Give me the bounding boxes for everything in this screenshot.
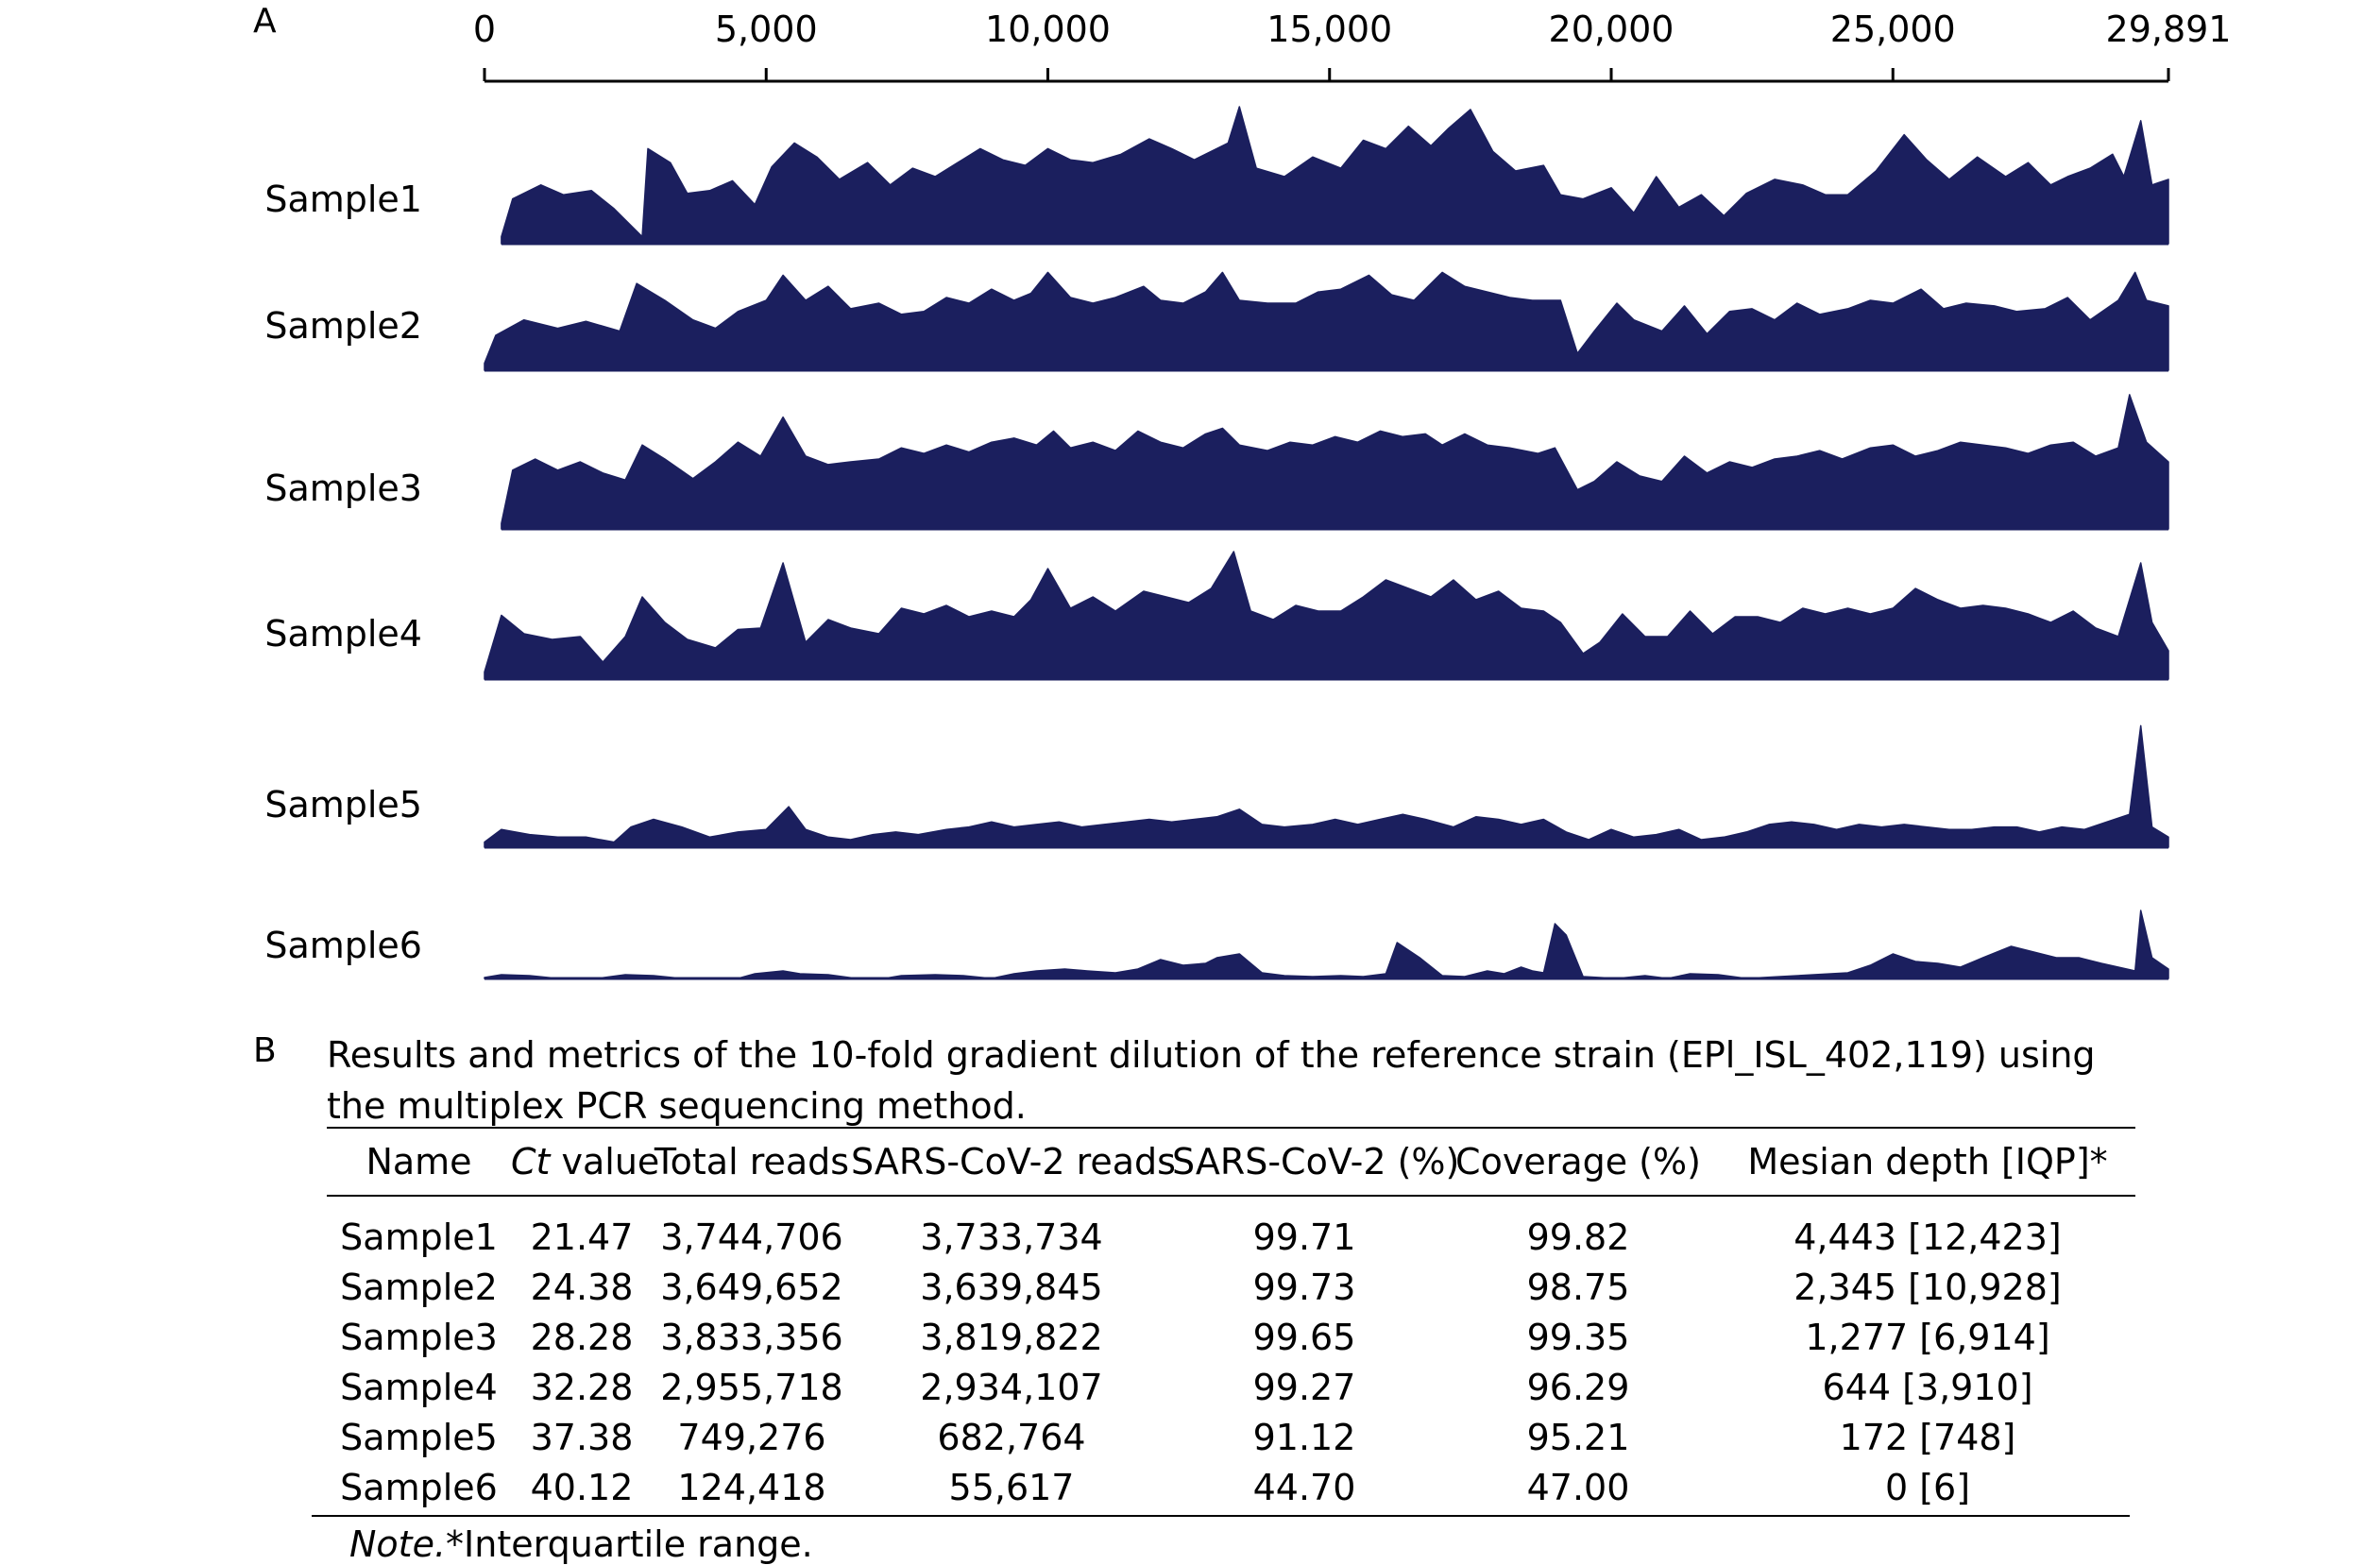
table-row: Sample2 24.38 3,649,652 3,639,845 99.73 …: [327, 1262, 2135, 1312]
header-total-reads: Total reads: [654, 1141, 850, 1182]
header-sars-reads: SARS-CoV-2 reads: [851, 1141, 1176, 1182]
header-name: Name: [366, 1141, 472, 1182]
panel-b-label: B: [253, 1031, 277, 1070]
cell-sars-percent: 99.71: [1252, 1216, 1356, 1258]
cell-name: Sample1: [340, 1216, 498, 1258]
cell-coverage: 95.21: [1526, 1416, 1630, 1458]
x-tick-label: 0: [473, 9, 496, 50]
cell-total: 2,955,718: [660, 1366, 843, 1408]
cell-coverage: 96.29: [1526, 1366, 1630, 1408]
cell-total: 3,833,356: [660, 1316, 843, 1358]
table-header-row: Name Ct value Total reads SARS-CoV-2 rea…: [327, 1128, 2135, 1196]
coverage-area: [484, 271, 2169, 371]
results-table: Name Ct value Total reads SARS-CoV-2 rea…: [327, 1127, 2135, 1525]
coverage-area: [501, 106, 2169, 245]
track-sample2: Sample2: [264, 271, 2169, 372]
coverage-area: [501, 394, 2169, 530]
cell-name: Sample4: [340, 1366, 498, 1408]
cell-depth: 644 [3,910]: [1822, 1366, 2033, 1408]
cell-coverage: 99.82: [1526, 1216, 1630, 1258]
note-text: *Interquartile range.: [446, 1523, 813, 1565]
coverage-chart: 0 5,000 10,000 15,000 20,000 25,000 29,891 Sam…: [264, 9, 2232, 980]
cell-ct: 40.12: [530, 1466, 634, 1508]
track-sample1: Sample1: [264, 106, 2169, 246]
cell-total: 3,649,652: [660, 1266, 843, 1308]
cell-total: 749,276: [677, 1416, 826, 1458]
cell-sars-percent: 99.27: [1252, 1366, 1356, 1408]
table-row: Sample6 40.12 124,418 55,617 44.70 47.00…: [327, 1462, 2135, 1525]
cell-total: 124,418: [677, 1466, 826, 1508]
cell-sars-reads: 3,639,845: [920, 1266, 1103, 1308]
table-row: Sample4 32.28 2,955,718 2,934,107 99.27 …: [327, 1362, 2135, 1412]
cell-sars-reads: 2,934,107: [920, 1366, 1103, 1408]
header-ct-rest: value: [550, 1141, 660, 1182]
x-tick-label: 20,000: [1549, 9, 1674, 50]
cell-sars-percent: 99.73: [1252, 1266, 1356, 1308]
table-row: Sample3 28.28 3,833,356 3,819,822 99.65 …: [327, 1312, 2135, 1362]
series-label: Sample2: [264, 305, 422, 347]
x-axis: 0 5,000 10,000 15,000 20,000 25,000 29,891: [473, 9, 2232, 83]
header-ct-italic: Ct: [511, 1141, 551, 1182]
coverage-area: [484, 910, 2169, 979]
cell-depth: 4,443 [12,423]: [1794, 1216, 2062, 1258]
cell-sars-reads: 3,733,734: [920, 1216, 1103, 1258]
x-tick-label: 25,000: [1830, 9, 1956, 50]
cell-depth: 172 [748]: [1839, 1416, 2016, 1458]
cell-ct: 37.38: [530, 1416, 634, 1458]
header-ct-value: Ct value: [511, 1128, 659, 1196]
cell-sars-reads: 3,819,822: [920, 1316, 1103, 1358]
header-sars-percent: SARS-CoV-2 (%): [1172, 1141, 1460, 1182]
cell-sars-reads: 55,617: [948, 1466, 1075, 1508]
cell-coverage: 99.35: [1526, 1316, 1630, 1358]
cell-sars-percent: 99.65: [1252, 1316, 1356, 1358]
series-label: Sample3: [264, 468, 422, 509]
cell-ct: 21.47: [530, 1216, 634, 1258]
cell-name: Sample2: [340, 1266, 498, 1308]
header-coverage: Coverage (%): [1455, 1141, 1701, 1182]
cell-name: Sample3: [340, 1316, 498, 1358]
cell-coverage: 47.00: [1526, 1466, 1630, 1508]
cell-total: 3,744,706: [660, 1216, 843, 1258]
series-label: Sample4: [264, 613, 422, 655]
coverage-tracks: Sample1 Sample2 Sample3 Sample4 Sample5 Sampl…: [264, 106, 2169, 980]
table-bottom-rule: [312, 1515, 2130, 1517]
cell-ct: 32.28: [530, 1366, 634, 1408]
cell-depth: 2,345 [10,928]: [1794, 1266, 2062, 1308]
track-sample6: Sample6: [264, 910, 2169, 980]
table-caption: Results and metrics of the 10-fold gradi…: [327, 1034, 2096, 1127]
track-sample3: Sample3: [264, 394, 2169, 531]
panel-a-label: A: [253, 2, 277, 41]
x-tick-label: 15,000: [1266, 9, 1392, 50]
note-label: Note.: [349, 1523, 447, 1565]
coverage-area: [484, 724, 2169, 848]
cell-sars-percent: 91.12: [1252, 1416, 1356, 1458]
x-tick-label: 29,891: [2106, 9, 2232, 50]
x-tick-label: 10,000: [985, 9, 1111, 50]
cell-sars-percent: 44.70: [1252, 1466, 1356, 1508]
cell-coverage: 98.75: [1526, 1266, 1630, 1308]
cell-depth: 0 [6]: [1884, 1466, 1971, 1508]
cell-depth: 1,277 [6,914]: [1805, 1316, 2050, 1358]
cell-name: Sample6: [340, 1466, 498, 1508]
cell-ct: 28.28: [530, 1316, 634, 1358]
table-row: Sample1 21.47 3,744,706 3,733,734 99.71 …: [327, 1196, 2135, 1262]
cell-name: Sample5: [340, 1416, 498, 1458]
cell-sars-reads: 682,764: [937, 1416, 1086, 1458]
table-note: Note.*Interquartile range.: [349, 1523, 813, 1565]
cell-ct: 24.38: [530, 1266, 634, 1308]
series-label: Sample1: [264, 179, 422, 220]
table-row: Sample5 37.38 749,276 682,764 91.12 95.2…: [327, 1412, 2135, 1462]
track-sample5: Sample5: [264, 724, 2169, 849]
track-sample4: Sample4: [264, 551, 2169, 681]
header-median-depth: Mesian depth [IQP]*: [1747, 1141, 2108, 1182]
series-label: Sample6: [264, 925, 422, 966]
coverage-area: [484, 551, 2169, 680]
series-label: Sample5: [264, 784, 422, 825]
x-tick-label: 5,000: [715, 9, 818, 50]
